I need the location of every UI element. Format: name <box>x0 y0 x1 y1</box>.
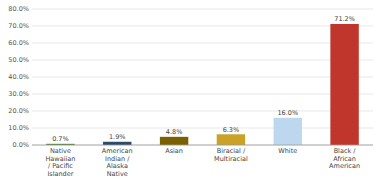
grid-line <box>32 111 373 112</box>
y-tick-label: 50.0% <box>8 56 29 64</box>
grid-line <box>32 145 373 146</box>
data-label: 1.9% <box>109 133 126 141</box>
data-label: 6.3% <box>223 126 240 134</box>
x-axis-line <box>32 145 373 146</box>
chart-container: 0.0% 10.0% 20.0% 30.0% 40.0% 50.0% 60.0% 70.0% 8… <box>0 0 379 185</box>
x-tick-label: Asian <box>165 147 183 155</box>
bar <box>274 118 302 145</box>
x-tick-label: Biracial /Multiracial <box>214 147 248 163</box>
data-label: 16.0% <box>277 109 298 117</box>
x-tick-label: NativeHawaiian/ PacificIslander <box>45 147 75 178</box>
y-tick-label: 70.0% <box>8 22 29 30</box>
bar <box>160 137 188 145</box>
x-tick-label-line: Islander <box>47 170 73 178</box>
grid-line <box>32 43 373 44</box>
y-tick-label: 60.0% <box>8 39 29 47</box>
data-label: 71.2% <box>334 15 355 23</box>
chart-svg: 0.0% 10.0% 20.0% 30.0% 40.0% 50.0% 60.0% 70.0% 8… <box>0 0 379 185</box>
grid-line <box>32 26 373 27</box>
grid-line <box>32 9 373 10</box>
grid-line <box>32 128 373 129</box>
y-tick-label: 20.0% <box>8 107 29 115</box>
y-tick-label: 80.0% <box>8 5 29 13</box>
x-tick-label: White <box>278 147 297 155</box>
grid-line <box>32 77 373 78</box>
x-tick-label-line: American <box>329 162 360 170</box>
y-tick-label: 10.0% <box>8 124 29 132</box>
x-tick-label-line: White <box>278 147 297 155</box>
data-label: 0.7% <box>52 135 69 143</box>
x-tick-label: AmericanIndian /AlaskaNative <box>102 147 133 178</box>
x-tick-label-line: Multiracial <box>214 155 248 163</box>
x-tick-label: Black /AfricanAmerican <box>329 147 360 170</box>
grid-line <box>32 94 373 95</box>
bar <box>217 134 245 145</box>
bars <box>46 24 359 145</box>
x-tick-label-line: Asian <box>165 147 183 155</box>
data-label: 4.8% <box>166 128 183 136</box>
bar <box>330 24 358 145</box>
y-tick-label: 0.0% <box>12 141 29 149</box>
grid <box>32 9 373 145</box>
x-tick-label-line: Native <box>107 170 128 178</box>
y-tick-label: 40.0% <box>8 73 29 81</box>
y-tick-label: 30.0% <box>8 90 29 98</box>
bar <box>103 142 131 145</box>
grid-line <box>32 60 373 61</box>
